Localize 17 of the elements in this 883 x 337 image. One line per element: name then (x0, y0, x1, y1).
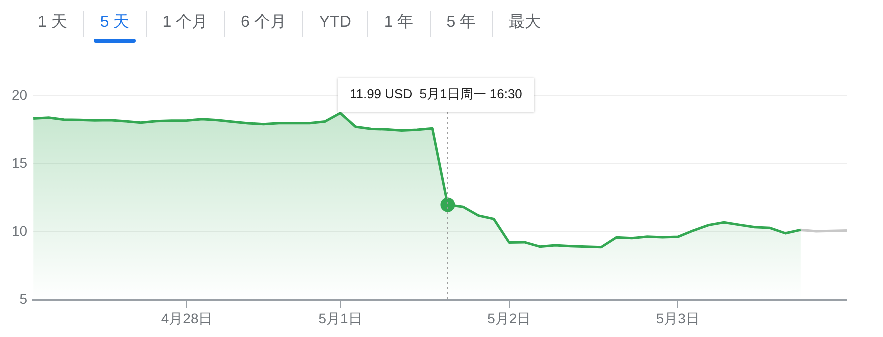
text: 1 天 (38, 14, 68, 31)
x-tick-label: 5月3日 (656, 310, 700, 326)
y-tick-label: 15 (12, 154, 28, 171)
text: 1 个月 (162, 14, 208, 31)
x-tick-label: 5月2日 (488, 310, 532, 326)
annotation: 11.99 USD 5月1日周一 16:30 (350, 86, 522, 102)
y-tick-label: 5 (20, 291, 28, 308)
y-tick-label: 10 (12, 222, 28, 239)
y-tick-label: 20 (12, 86, 28, 103)
x-tick-label: 4月28日 (161, 310, 213, 326)
text: YTD (319, 14, 352, 30)
text: 5 天 (100, 14, 130, 31)
text: 1 年 (384, 14, 414, 31)
text: 6 个月 (241, 14, 286, 31)
x-tick-label: 5月1日 (318, 310, 362, 326)
text: 5 年 (446, 14, 476, 31)
text: 最大 (509, 14, 542, 31)
